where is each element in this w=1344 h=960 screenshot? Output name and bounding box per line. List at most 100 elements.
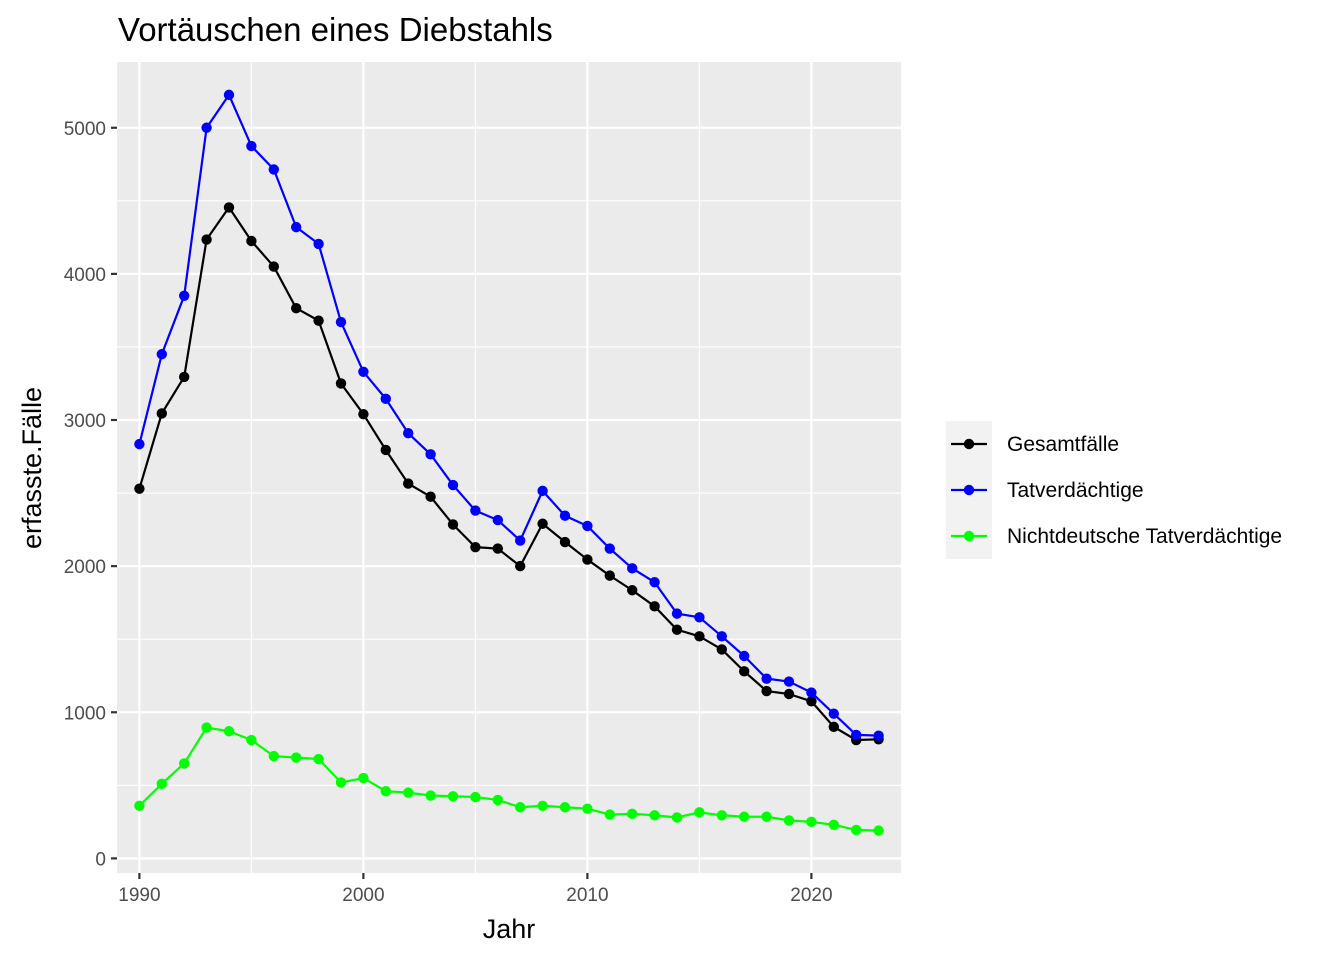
x-tick-label: 2010: [566, 885, 608, 906]
data-point-series-1: [313, 315, 324, 326]
data-point-series-3: [470, 791, 481, 803]
data-point-series-3: [559, 802, 571, 813]
data-point-series-3: [851, 824, 862, 836]
data-point-series-1: [179, 371, 190, 383]
data-point-series-3: [739, 811, 750, 822]
data-point-series-1: [380, 444, 391, 456]
data-point-series-1: [403, 478, 414, 489]
data-point-series-1: [246, 235, 257, 247]
legend-key-point: [963, 530, 975, 542]
x-tick-label: 1990: [118, 885, 160, 906]
data-point-series-3: [291, 752, 302, 763]
legend-key-point: [963, 438, 975, 450]
legend-key-point: [963, 484, 975, 496]
y-tick-label: 5000: [64, 119, 106, 140]
data-point-series-1: [335, 378, 347, 389]
data-point-series-2: [358, 366, 369, 377]
data-point-series-1: [694, 631, 705, 642]
x-tick-label: 2020: [790, 885, 832, 906]
y-tick-label: 1000: [64, 703, 106, 724]
data-point-series-3: [223, 726, 235, 737]
series-layer: [134, 89, 884, 836]
data-point-series-1: [582, 554, 593, 565]
data-point-series-1: [492, 543, 503, 554]
data-point-series-1: [559, 536, 571, 548]
x-tick-label: 2000: [342, 885, 384, 906]
data-point-series-2: [156, 349, 167, 360]
axis-ticks: 1990 2000 2010 2020 0 1000 2000 3000 4000 5000: [64, 119, 833, 906]
data-point-series-1: [627, 585, 638, 596]
data-point-series-3: [313, 753, 324, 765]
chart-title: Vortäuschen eines Diebstahls: [118, 11, 553, 48]
data-point-series-2: [246, 140, 257, 152]
data-point-series-3: [335, 777, 347, 788]
legend-label: Gesamtfälle: [1007, 433, 1119, 456]
data-point-series-2: [582, 520, 593, 532]
data-point-series-3: [783, 815, 795, 826]
data-point-series-3: [179, 758, 190, 769]
data-point-series-3: [268, 750, 279, 762]
data-point-series-2: [515, 535, 526, 546]
data-point-series-3: [627, 808, 638, 820]
data-point-series-3: [582, 803, 593, 814]
y-tick-label: 2000: [64, 557, 106, 578]
grid-major: [117, 62, 901, 873]
data-point-series-3: [156, 778, 167, 790]
data-point-series-2: [470, 505, 481, 516]
data-point-series-2: [335, 316, 347, 328]
data-point-series-2: [649, 577, 660, 588]
data-point-series-3: [492, 794, 503, 806]
data-point-series-3: [761, 811, 772, 822]
data-point-series-1: [761, 685, 772, 697]
y-tick-label: 3000: [64, 411, 106, 432]
data-point-series-2: [537, 485, 548, 497]
legend-label: Tatverdächtige: [1007, 479, 1144, 502]
data-point-series-2: [716, 631, 727, 642]
data-point-series-3: [873, 825, 884, 836]
data-point-series-2: [559, 510, 571, 521]
data-point-series-3: [201, 722, 212, 733]
data-point-series-2: [447, 479, 459, 491]
data-point-series-2: [873, 730, 884, 741]
data-point-series-2: [604, 543, 615, 554]
legend-label: Nichtdeutsche Tatverdächtige: [1007, 525, 1282, 548]
data-point-series-2: [851, 729, 862, 741]
data-point-series-1: [268, 261, 279, 272]
data-point-series-2: [201, 122, 212, 133]
data-point-series-2: [694, 612, 705, 623]
data-point-series-3: [358, 772, 369, 784]
data-point-series-1: [156, 408, 167, 419]
data-point-series-1: [358, 408, 369, 420]
data-point-series-2: [828, 708, 839, 719]
data-point-series-1: [134, 483, 145, 494]
data-point-series-2: [783, 676, 795, 687]
data-point-series-2: [268, 164, 279, 175]
data-point-series-1: [649, 601, 660, 612]
data-point-series-2: [806, 687, 817, 698]
data-point-series-1: [447, 519, 459, 530]
series-line-3: [138, 726, 879, 832]
legend: Gesamtfälle Tatverdächtige Nichtdeutsche T…: [946, 421, 1282, 559]
data-point-series-3: [806, 816, 817, 828]
data-point-series-1: [783, 688, 795, 700]
data-point-series-1: [537, 518, 548, 529]
data-point-series-2: [761, 673, 772, 684]
data-point-series-3: [649, 810, 660, 821]
data-point-series-3: [447, 791, 459, 802]
data-point-series-3: [380, 785, 391, 797]
y-tick-label: 0: [95, 849, 106, 870]
data-point-series-1: [828, 721, 839, 733]
data-point-series-1: [604, 570, 615, 581]
data-point-series-3: [537, 800, 548, 811]
grid-minor: [117, 62, 901, 873]
data-point-series-1: [201, 234, 212, 245]
data-point-series-1: [425, 491, 436, 502]
data-point-series-2: [425, 449, 436, 460]
data-point-series-3: [604, 809, 615, 820]
data-point-series-1: [739, 666, 750, 677]
data-point-series-3: [694, 807, 705, 818]
x-axis-title: Jahr: [483, 914, 536, 944]
data-point-series-2: [380, 393, 391, 405]
plot-panel: [117, 62, 901, 873]
